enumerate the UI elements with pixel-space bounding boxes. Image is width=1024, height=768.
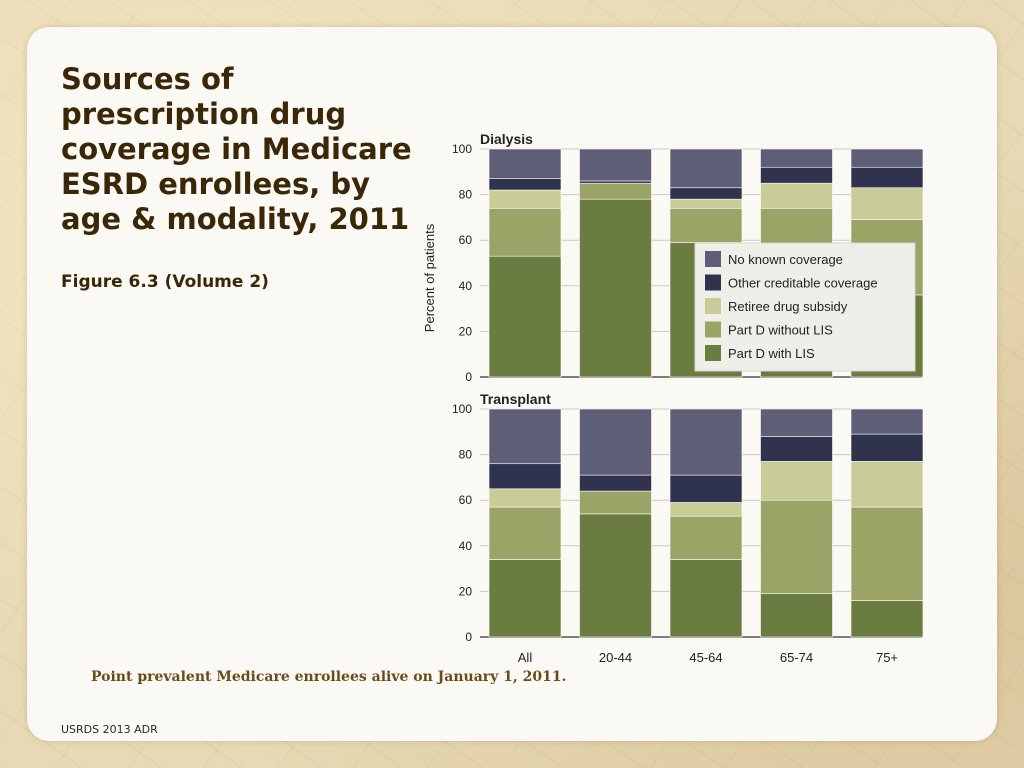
bar-segment-transplant-65-74-part-d-without-lis: [760, 499, 833, 594]
bar-segment-transplant-All-other-creditable-coverage: [488, 463, 562, 490]
bar-segment-dialysis-All-retiree-drug-subsidy: [488, 189, 562, 209]
y-tick-label-dialysis-40: 40: [459, 279, 473, 293]
bar-segment-transplant-75+-retiree-drug-subsidy: [850, 461, 924, 508]
panel-title-transplant: Transplant: [480, 391, 551, 407]
legend-label-no-known-coverage: No known coverage: [728, 252, 843, 267]
y-tick-label-transplant-40: 40: [459, 539, 473, 553]
stacked-bar-chart: Dialysis 0 20 40 60 80 100 Transplant 0 20 40 60 80 1…: [422, 131, 924, 665]
y-axis-label: Percent of patients: [422, 223, 437, 332]
y-tick-label-dialysis-60: 60: [459, 233, 473, 247]
chart-caption: Point prevalent Medicare enrollees alive…: [91, 669, 567, 685]
legend-swatch-part-d-without-lis: [705, 321, 721, 338]
bar-segment-transplant-45-64-other-creditable-coverage: [669, 474, 743, 503]
bar-segment-transplant-20-44-part-d-without-lis: [579, 490, 652, 515]
bar-segment-dialysis-45-64-part-d-without-lis: [669, 207, 743, 243]
bar-segment-transplant-65-74-retiree-drug-subsidy: [760, 461, 833, 501]
figure-reference: Figure 6.3 (Volume 2): [61, 272, 269, 292]
legend-label-retiree-drug-subsidy: Retiree drug subsidy: [728, 299, 848, 314]
y-tick-label-transplant-60: 60: [459, 493, 473, 507]
bar-segment-dialysis-75+-retiree-drug-subsidy: [850, 187, 924, 220]
bar-segment-transplant-65-74-other-creditable-coverage: [760, 436, 833, 462]
bar-segment-transplant-All-part-d-without-lis: [488, 506, 562, 560]
bar-segment-dialysis-75+-no-known-coverage: [850, 148, 924, 168]
y-tick-label-dialysis-100: 100: [452, 142, 472, 156]
bar-segment-transplant-75+-other-creditable-coverage: [850, 433, 924, 462]
bar-segment-dialysis-All-no-known-coverage: [488, 148, 562, 179]
bar-segment-transplant-45-64-retiree-drug-subsidy: [669, 502, 743, 517]
legend-swatch-no-known-coverage: [705, 251, 721, 267]
bar-segment-dialysis-All-other-creditable-coverage: [488, 178, 562, 191]
bar-segment-transplant-75+-no-known-coverage: [850, 408, 924, 435]
x-tick-label-20-44: 20-44: [599, 650, 632, 665]
bar-segment-transplant-75+-part-d-without-lis: [850, 506, 924, 601]
slide-title: Sources of prescription drug coverage in…: [61, 62, 412, 236]
y-tick-label-transplant-100: 100: [452, 402, 472, 416]
bar-segment-dialysis-20-44-part-d-without-lis: [579, 182, 652, 200]
bar-segment-transplant-65-74-part-d-with-lis: [760, 593, 833, 638]
bar-segment-transplant-All-retiree-drug-subsidy: [488, 488, 562, 508]
legend-label-other-creditable-coverage: Other creditable coverage: [728, 276, 878, 291]
y-tick-label-dialysis-80: 80: [459, 188, 473, 202]
bar-segment-transplant-45-64-no-known-coverage: [669, 408, 743, 476]
bar-segment-transplant-All-no-known-coverage: [488, 408, 562, 465]
bar-segment-transplant-65-74-no-known-coverage: [760, 408, 833, 437]
y-tick-label-dialysis-20: 20: [459, 324, 473, 338]
y-tick-label-dialysis-0: 0: [465, 370, 472, 384]
bar-segment-transplant-20-44-part-d-with-lis: [579, 513, 652, 638]
bar-segment-dialysis-All-part-d-without-lis: [488, 207, 562, 257]
bar-segment-transplant-20-44-no-known-coverage: [579, 408, 652, 476]
legend-label-part-d-without-lis: Part D without LIS: [728, 323, 833, 338]
legend-label-part-d-with-lis: Part D with LIS: [728, 346, 815, 361]
y-tick-label-transplant-0: 0: [465, 630, 472, 644]
y-tick-label-transplant-80: 80: [459, 448, 473, 462]
bar-segment-dialysis-45-64-other-creditable-coverage: [669, 187, 743, 200]
bar-segment-dialysis-75+-other-creditable-coverage: [850, 166, 924, 189]
x-tick-label-45-64: 45-64: [689, 650, 722, 665]
y-tick-label-transplant-20: 20: [459, 584, 473, 598]
bar-segment-transplant-20-44-other-creditable-coverage: [579, 474, 652, 492]
bar-segment-dialysis-45-64-retiree-drug-subsidy: [669, 198, 743, 209]
bar-segment-transplant-75+-part-d-with-lis: [850, 600, 924, 638]
x-tick-label-All: All: [518, 650, 533, 665]
legend-swatch-part-d-with-lis: [705, 345, 721, 361]
bar-segment-dialysis-65-74-no-known-coverage: [760, 148, 833, 168]
bar-segment-dialysis-45-64-no-known-coverage: [669, 148, 743, 189]
bar-segment-dialysis-20-44-part-d-with-lis: [579, 198, 652, 378]
bar-segment-dialysis-65-74-retiree-drug-subsidy: [760, 182, 833, 209]
bar-segment-transplant-All-part-d-with-lis: [488, 559, 562, 638]
footer-source: USRDS 2013 ADR: [61, 723, 158, 736]
x-tick-label-65-74: 65-74: [780, 650, 813, 665]
bar-segment-dialysis-20-44-no-known-coverage: [579, 148, 652, 182]
bar-segment-dialysis-All-part-d-with-lis: [488, 255, 562, 378]
panel-title-dialysis: Dialysis: [480, 131, 533, 147]
bar-segment-dialysis-20-44-other-creditable-coverage: [579, 180, 652, 184]
bar-segment-dialysis-65-74-other-creditable-coverage: [760, 166, 833, 184]
x-tick-label-75+: 75+: [876, 650, 898, 665]
legend-swatch-retiree-drug-subsidy: [705, 298, 721, 314]
bar-segment-transplant-45-64-part-d-with-lis: [669, 559, 743, 638]
legend-box: [694, 242, 916, 372]
bar-segment-transplant-45-64-part-d-without-lis: [669, 515, 743, 560]
legend-swatch-other-creditable-coverage: [705, 274, 721, 291]
